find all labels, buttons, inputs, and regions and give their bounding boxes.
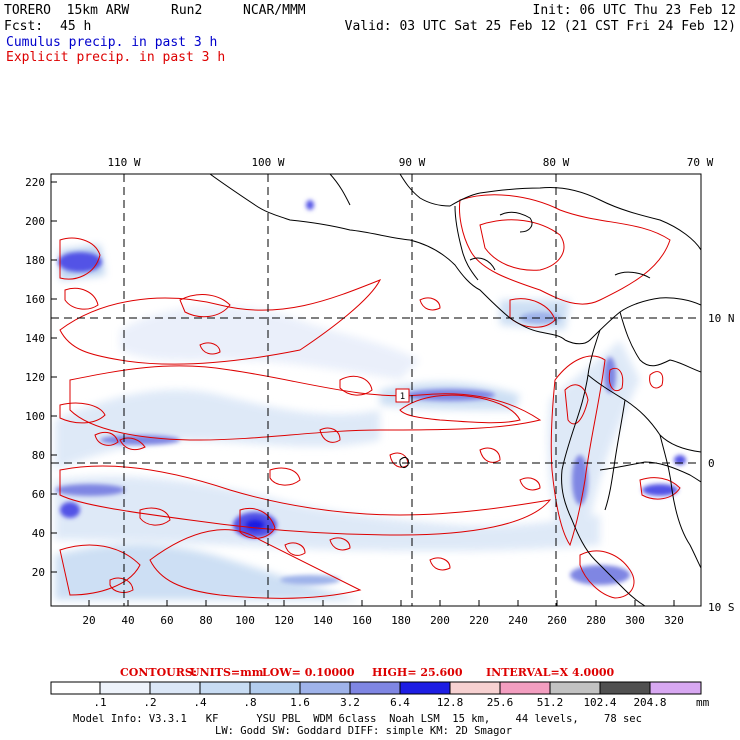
x-tick-label: 160 xyxy=(352,614,372,627)
y-tick-label: 60 xyxy=(32,488,45,501)
y-tick-label: 200 xyxy=(25,215,45,228)
y-tick-label: 40 xyxy=(32,527,45,540)
y-axis-ticks xyxy=(51,181,57,573)
lon-label-70w: 70 W xyxy=(687,156,714,169)
x-tick-label: 240 xyxy=(508,614,528,627)
colorbar-box xyxy=(199,681,251,695)
x-tick-label: 80 xyxy=(199,614,212,627)
y-tick-label: 120 xyxy=(25,371,45,384)
colorbar-label: 1.6 xyxy=(290,696,310,709)
x-tick-label: 140 xyxy=(313,614,333,627)
colorbar-box xyxy=(649,681,702,695)
x-tick-label: 200 xyxy=(430,614,450,627)
contour-high: HIGH= 25.600 xyxy=(372,666,463,679)
lat-label-0: 0 xyxy=(708,457,715,470)
x-tick-label: 100 xyxy=(235,614,255,627)
y-tick-label: 100 xyxy=(25,410,45,423)
colorbar-box xyxy=(499,681,551,695)
lon-label-100w: 100 W xyxy=(251,156,284,169)
colorbar-box xyxy=(549,681,601,695)
colorbar-box xyxy=(349,681,401,695)
y-tick-label: 160 xyxy=(25,293,45,306)
contour-label: CONTOURS: xyxy=(120,666,197,679)
colorbar-label: 102.4 xyxy=(583,696,616,709)
footer-model-info: Model Info: V3.3.1 KF YSU PBL WDM 6class… xyxy=(73,713,642,725)
init-time: Init: 06 UTC Thu 23 Feb 12 xyxy=(532,3,737,18)
x-tick-label: 280 xyxy=(586,614,606,627)
x-tick-label: 60 xyxy=(160,614,173,627)
colorbar-box xyxy=(299,681,351,695)
field-cumulus-label: Cumulus precip. in past 3 h xyxy=(6,35,218,50)
field-explicit-label: Explicit precip. in past 3 h xyxy=(6,50,226,65)
colorbar-label: 51.2 xyxy=(537,696,564,709)
colorbar-box xyxy=(599,681,651,695)
lat-label-10n: 10 N xyxy=(708,312,735,325)
colorbar-label: .8 xyxy=(243,696,256,709)
x-tick-label: 40 xyxy=(121,614,134,627)
colorbar-box xyxy=(149,681,201,695)
colorbar-label: 25.6 xyxy=(487,696,514,709)
valid-time: Valid: 03 UTC Sat 25 Feb 12 (21 CST Fri … xyxy=(344,19,736,34)
org-label: NCAR/MMM xyxy=(243,3,306,18)
colorbar-label: .4 xyxy=(193,696,207,709)
x-tick-label: 300 xyxy=(625,614,645,627)
colorbar-label: 3.2 xyxy=(340,696,360,709)
colorbar-box xyxy=(399,681,451,695)
x-tick-label: 320 xyxy=(664,614,684,627)
contour-low: LOW= 0.10000 xyxy=(262,666,355,679)
contour-units: UNITS=mm xyxy=(190,666,264,679)
y-tick-label: 80 xyxy=(32,449,45,462)
x-tick-label: 120 xyxy=(274,614,294,627)
colorbar-label: .1 xyxy=(93,696,106,709)
colorbar-label: .2 xyxy=(143,696,156,709)
map-frame xyxy=(50,173,702,607)
model-title: TORERO 15km ARW xyxy=(4,3,130,18)
footer-physics-info: LW: Godd SW: Goddard DIFF: simple KM: 2D… xyxy=(215,725,512,737)
colorbar-box xyxy=(449,681,501,695)
colorbar-label: 12.8 xyxy=(437,696,464,709)
fcst-value: 45 h xyxy=(60,19,92,34)
x-tick-label: 180 xyxy=(391,614,411,627)
y-tick-label: 140 xyxy=(25,332,45,345)
colorbar-box xyxy=(249,681,301,695)
lon-label-90w: 90 W xyxy=(399,156,426,169)
point-marker-label: 1 xyxy=(400,392,405,402)
contour-interval: INTERVAL=X 4.0000 xyxy=(486,666,614,679)
y-tick-label: 180 xyxy=(25,254,45,267)
explicit-precip-contours xyxy=(59,194,681,599)
x-tick-label: 20 xyxy=(82,614,95,627)
lat-label-10s: 10 S xyxy=(708,601,735,614)
x-axis-ticks xyxy=(88,600,675,606)
colorbar xyxy=(50,681,702,695)
latlon-grid xyxy=(51,174,701,606)
colorbar-box xyxy=(50,681,101,695)
coastlines xyxy=(209,174,701,606)
y-tick-label: 220 xyxy=(25,176,45,189)
y-tick-label: 20 xyxy=(32,566,45,579)
lon-label-80w: 80 W xyxy=(543,156,570,169)
colorbar-label: 204.8 xyxy=(633,696,666,709)
colorbar-box xyxy=(99,681,151,695)
x-tick-label: 220 xyxy=(469,614,489,627)
colorbar-unit: mm xyxy=(696,696,710,709)
colorbar-label: 6.4 xyxy=(390,696,410,709)
run-label: Run2 xyxy=(171,3,203,18)
lon-label-110w: 110 W xyxy=(107,156,140,169)
x-tick-label: 260 xyxy=(547,614,567,627)
point-marker-box xyxy=(395,388,410,403)
fcst-label: Fcst: xyxy=(4,19,44,34)
